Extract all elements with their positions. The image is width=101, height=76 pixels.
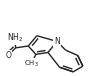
Text: N: N	[54, 37, 60, 46]
Text: O: O	[5, 51, 11, 60]
Text: CH$_3$: CH$_3$	[24, 59, 39, 69]
Text: NH$_2$: NH$_2$	[7, 32, 23, 44]
